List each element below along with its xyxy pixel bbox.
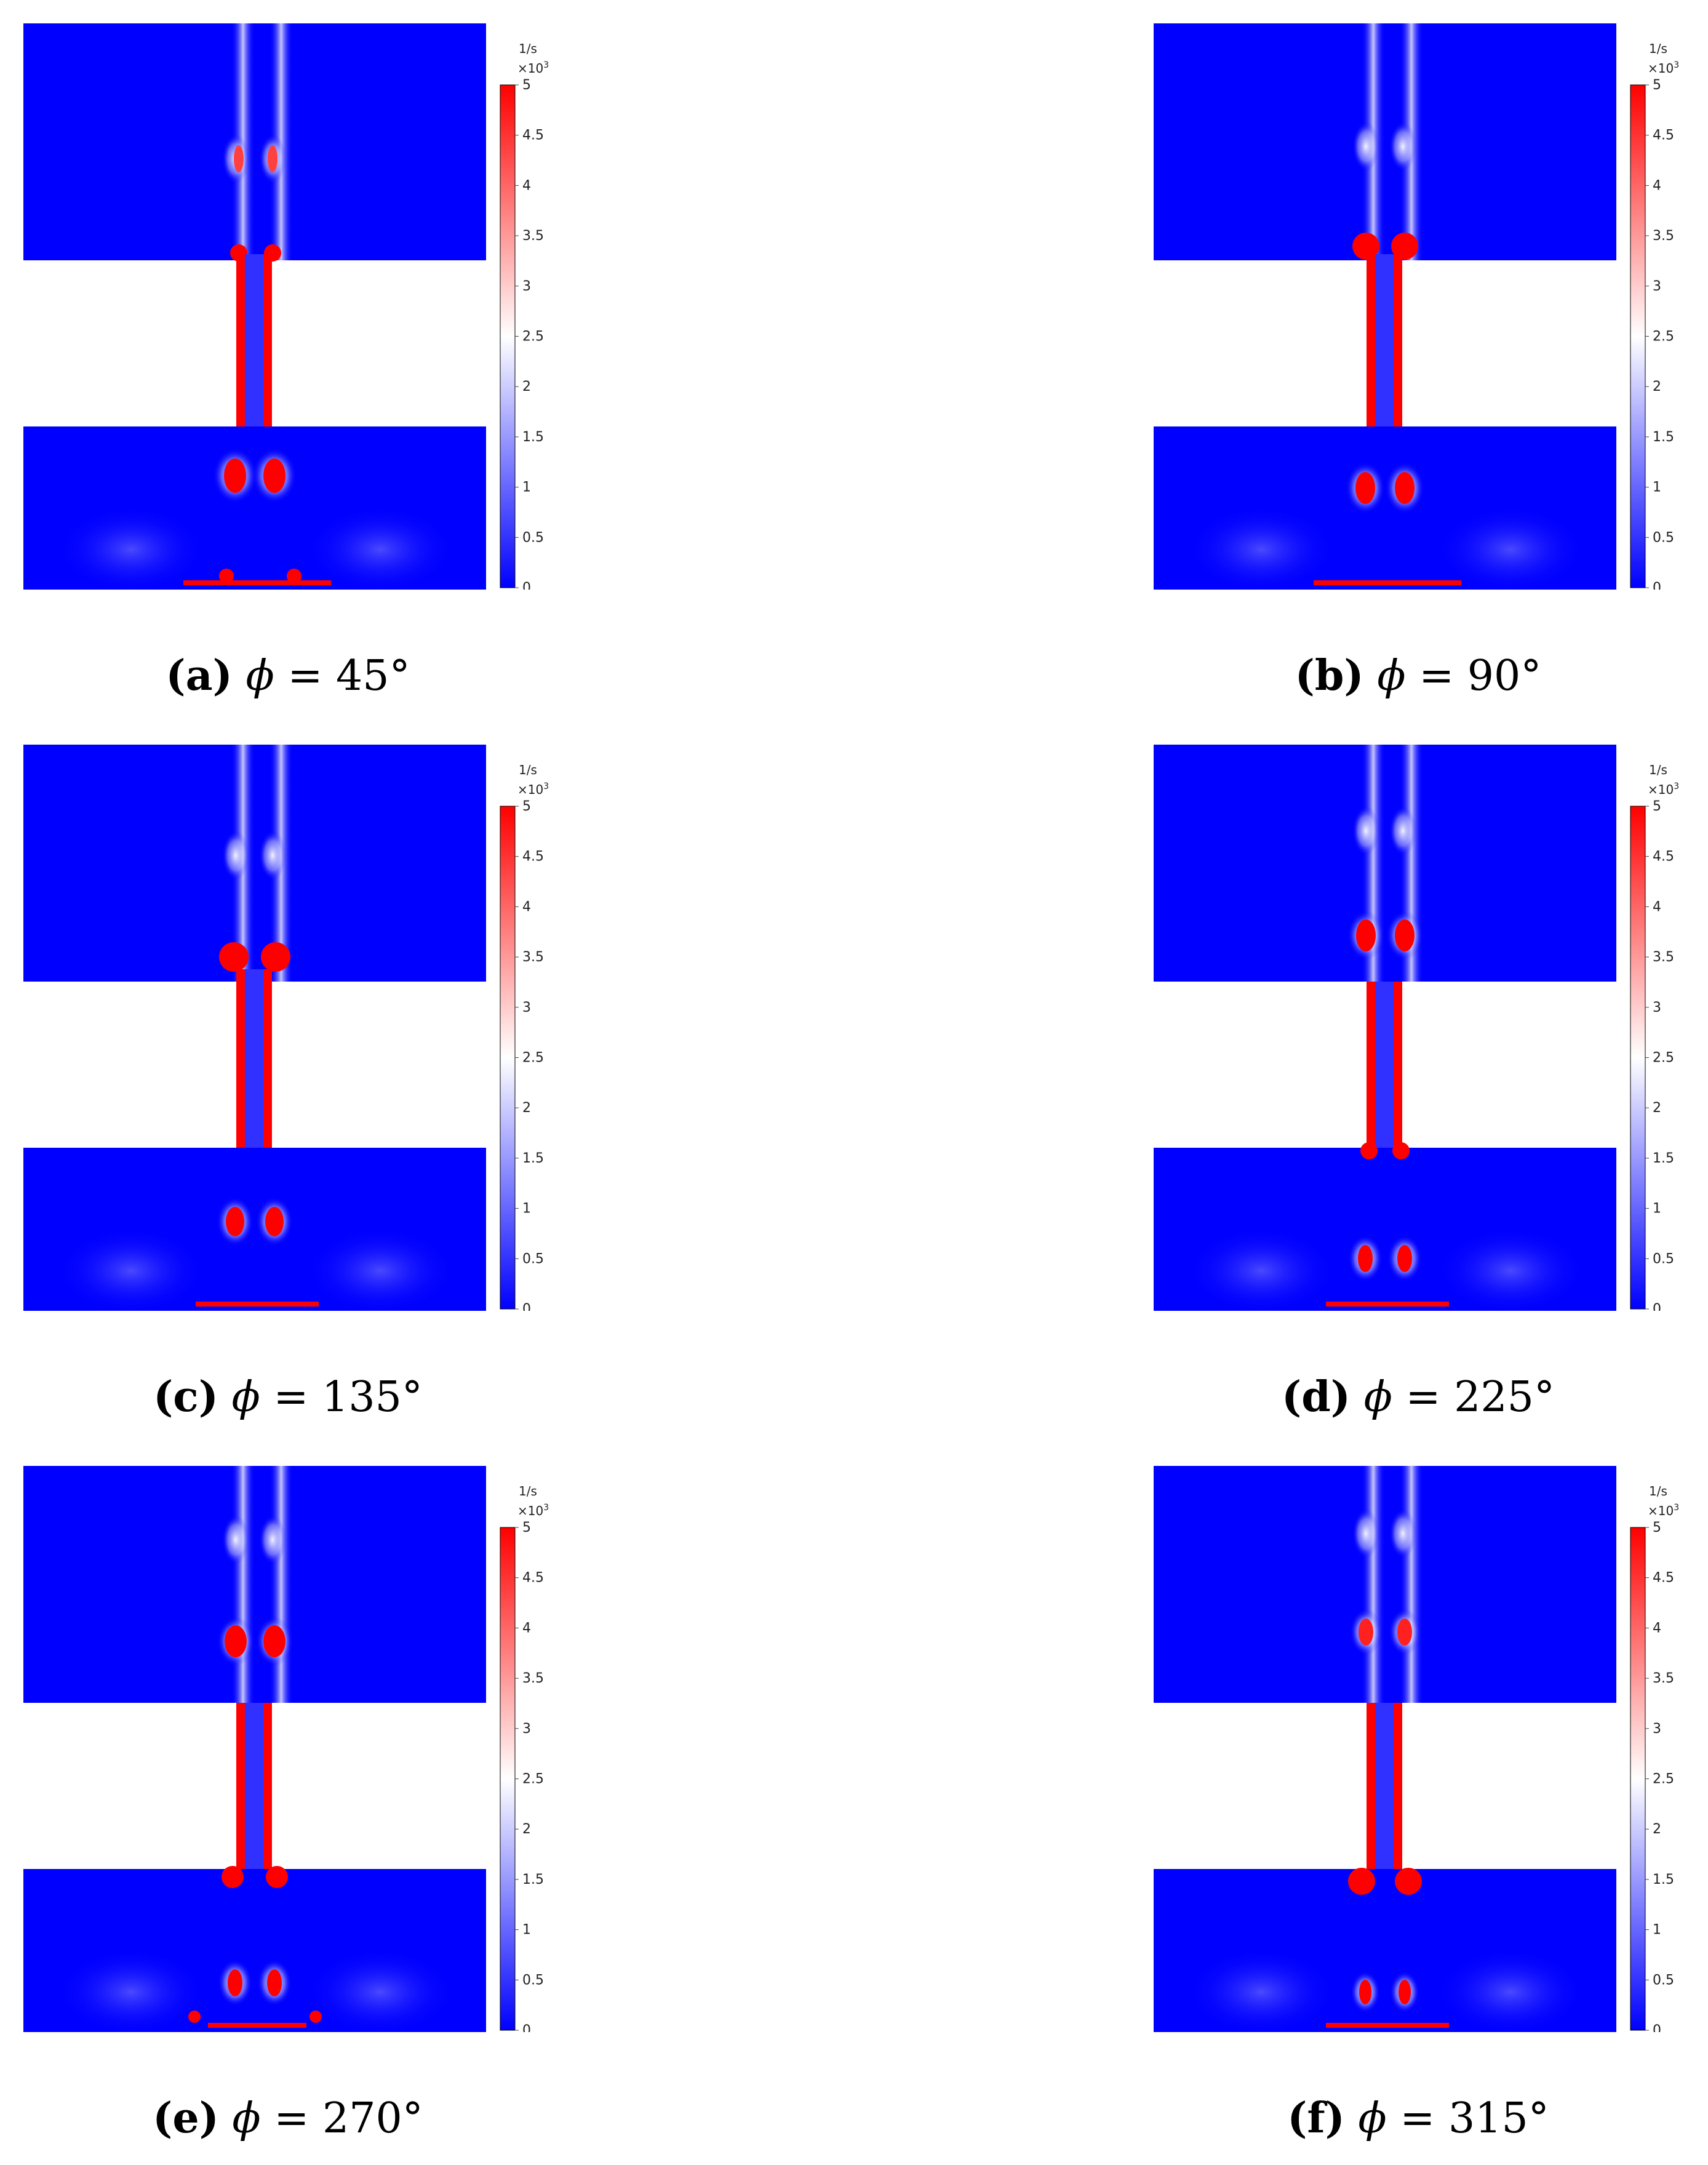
colorbar-tick-label: 5 xyxy=(1653,78,1661,93)
colorbar-tick-label: 1 xyxy=(522,1201,531,1217)
colorbar-tick-label: 2.5 xyxy=(522,1050,544,1066)
colorbar-tick-label: 4.5 xyxy=(1653,1571,1674,1586)
panel-f: 1/s ×103 0 0.5 1 1.5 2 2.5 3 3.5 4 4.5 5 (f) ϕ = 315… xyxy=(1154,1466,1708,2143)
colorbar-tick-label: 2 xyxy=(522,379,531,394)
colorbar-unit: 1/s xyxy=(519,1484,537,1499)
colorbar-tick-label: 1 xyxy=(522,480,531,495)
colorbar-tick-label: 0 xyxy=(522,2023,531,2032)
panel-caption: (d) ϕ = 225° xyxy=(1282,1372,1555,1422)
panel-e: 1/s ×103 0 0.5 1 1.5 2 2.5 3 3.5 4 4.5 5 (e) ϕ = 270… xyxy=(23,1466,669,2143)
colorbar-tick-label: 2 xyxy=(1653,1822,1661,1837)
colorbar-tick-label: 4.5 xyxy=(1653,128,1674,143)
colorbar-tick-label: 4.5 xyxy=(522,1571,544,1586)
colorbar-tick-label: 4 xyxy=(522,899,531,914)
colorbar-tick-label: 3 xyxy=(522,1000,531,1015)
colorbar-tick-label: 1.5 xyxy=(1653,1151,1674,1166)
colorbar-tick-label: 0.5 xyxy=(1653,1972,1674,1988)
colorbar-tick-label: 3.5 xyxy=(1653,1671,1674,1686)
colorbar-tick-label: 4 xyxy=(1653,899,1661,914)
colorbar-unit: 1/s xyxy=(1649,41,1667,56)
colorbar-tick-label: 4.5 xyxy=(522,128,544,143)
colorbar-tick-label: 2 xyxy=(1653,379,1661,394)
colorbar-tick-label: 3 xyxy=(1653,1721,1661,1737)
colorbar-tick-label: 3 xyxy=(1653,1000,1661,1015)
colorbar-multiplier: ×103 xyxy=(517,1503,549,1518)
colorbar-tick-label: 0 xyxy=(1653,1302,1661,1311)
colorbar-tick-label: 2.5 xyxy=(1653,1772,1674,1787)
colorbar-tick-label: 0 xyxy=(1653,580,1661,590)
panel-caption: (f) ϕ = 315° xyxy=(1287,2094,1549,2143)
colorbar-tick-label: 1 xyxy=(1653,1923,1661,1938)
vorticity-plot: 1/s ×103 0 0.5 1 1.5 2 2.5 3 3.5 4 4.5 5 xyxy=(1154,23,1679,590)
colorbar-tick-label: 2 xyxy=(1653,1100,1661,1116)
colorbar-tick-label: 4 xyxy=(522,1620,531,1636)
colorbar-unit: 1/s xyxy=(1649,762,1667,777)
colorbar-multiplier: ×103 xyxy=(1648,782,1679,797)
colorbar-tick-label: 3.5 xyxy=(1653,228,1674,244)
colorbar-tick-label: 5 xyxy=(1653,1520,1661,1535)
panel-a: 1/s ×103 0 0.5 1 1.5 2 2.5 3 3.5 4 4.5 5 (a) ϕ = 45° xyxy=(23,23,669,700)
colorbar-tick-label: 1.5 xyxy=(1653,1872,1674,1887)
colorbar-tick-label: 1 xyxy=(1653,480,1661,495)
colorbar-multiplier: ×103 xyxy=(517,782,549,797)
colorbar-tick-label: 1 xyxy=(1653,1201,1661,1217)
colorbar-tick-label: 1.5 xyxy=(1653,430,1674,445)
colorbar-multiplier: ×103 xyxy=(1648,60,1679,76)
colorbar-unit: 1/s xyxy=(519,41,537,56)
vorticity-plot: 1/s ×103 0 0.5 1 1.5 2 2.5 3 3.5 4 4.5 5 xyxy=(1154,1466,1679,2032)
colorbar-tick-label: 3.5 xyxy=(1653,950,1674,965)
colorbar-unit: 1/s xyxy=(519,762,537,777)
colorbar-tick-label: 0 xyxy=(522,1302,531,1311)
colorbar-tick-label: 1 xyxy=(522,1923,531,1938)
colorbar-multiplier: ×103 xyxy=(517,60,549,76)
colorbar-tick-label: 2 xyxy=(522,1100,531,1116)
colorbar-tick-label: 2 xyxy=(522,1822,531,1837)
panel-caption: (b) ϕ = 90° xyxy=(1295,651,1542,700)
colorbar-tick-label: 4 xyxy=(1653,178,1661,193)
colorbar-tick-label: 0.5 xyxy=(1653,1251,1674,1267)
colorbar-tick-label: 0.5 xyxy=(522,1972,544,1988)
panel-caption: (e) ϕ = 270° xyxy=(153,2094,423,2143)
colorbar-tick-label: 3 xyxy=(1653,279,1661,294)
colorbar-tick-label: 0.5 xyxy=(1653,530,1674,545)
colorbar-tick-label: 3 xyxy=(522,1721,531,1737)
colorbar-tick-label: 0 xyxy=(1653,2023,1661,2032)
colorbar-unit: 1/s xyxy=(1649,1484,1667,1499)
colorbar-tick-label: 0.5 xyxy=(522,1251,544,1267)
colorbar-tick-label: 0 xyxy=(522,580,531,590)
colorbar-tick-label: 3 xyxy=(522,279,531,294)
colorbar-tick-label: 4.5 xyxy=(522,849,544,865)
colorbar-tick-label: 3.5 xyxy=(522,1671,544,1686)
colorbar-tick-label: 1.5 xyxy=(522,1872,544,1887)
panel-d: 1/s ×103 0 0.5 1 1.5 2 2.5 3 3.5 4 4.5 5 (d) ϕ = 225… xyxy=(1154,745,1708,1422)
colorbar-tick-label: 5 xyxy=(522,78,531,93)
colorbar-tick-label: 5 xyxy=(522,799,531,814)
colorbar-tick-label: 0.5 xyxy=(522,530,544,545)
vorticity-plot: 1/s ×103 0 0.5 1 1.5 2 2.5 3 3.5 4 4.5 5 xyxy=(23,745,549,1311)
panel-b: 1/s ×103 0 0.5 1 1.5 2 2.5 3 3.5 4 4.5 5 (b) ϕ = 90° xyxy=(1154,23,1708,700)
colorbar-tick-label: 5 xyxy=(522,1520,531,1535)
colorbar-tick-label: 4.5 xyxy=(1653,849,1674,865)
colorbar-tick-label: 1.5 xyxy=(522,430,544,445)
colorbar-multiplier: ×103 xyxy=(1648,1503,1679,1518)
colorbar-tick-label: 2.5 xyxy=(522,1772,544,1787)
panel-caption: (c) ϕ = 135° xyxy=(153,1372,423,1422)
vorticity-plot: 1/s ×103 0 0.5 1 1.5 2 2.5 3 3.5 4 4.5 5 xyxy=(23,1466,549,2032)
colorbar-tick-label: 3.5 xyxy=(522,228,544,244)
colorbar-tick-label: 3.5 xyxy=(522,950,544,965)
colorbar-tick-label: 4 xyxy=(522,178,531,193)
colorbar-tick-label: 2.5 xyxy=(1653,329,1674,345)
colorbar-tick-label: 2.5 xyxy=(1653,1050,1674,1066)
panel-c: 1/s ×103 0 0.5 1 1.5 2 2.5 3 3.5 4 4.5 5 (c) ϕ = 135… xyxy=(23,745,669,1422)
vorticity-plot: 1/s ×103 0 0.5 1 1.5 2 2.5 3 3.5 4 4.5 5 xyxy=(23,23,549,590)
vorticity-plot: 1/s ×103 0 0.5 1 1.5 2 2.5 3 3.5 4 4.5 5 xyxy=(1154,745,1679,1311)
colorbar-tick-label: 2.5 xyxy=(522,329,544,345)
colorbar-tick-label: 1.5 xyxy=(522,1151,544,1166)
panel-caption: (a) ϕ = 45° xyxy=(166,651,410,700)
colorbar-tick-label: 4 xyxy=(1653,1620,1661,1636)
colorbar-tick-label: 5 xyxy=(1653,799,1661,814)
